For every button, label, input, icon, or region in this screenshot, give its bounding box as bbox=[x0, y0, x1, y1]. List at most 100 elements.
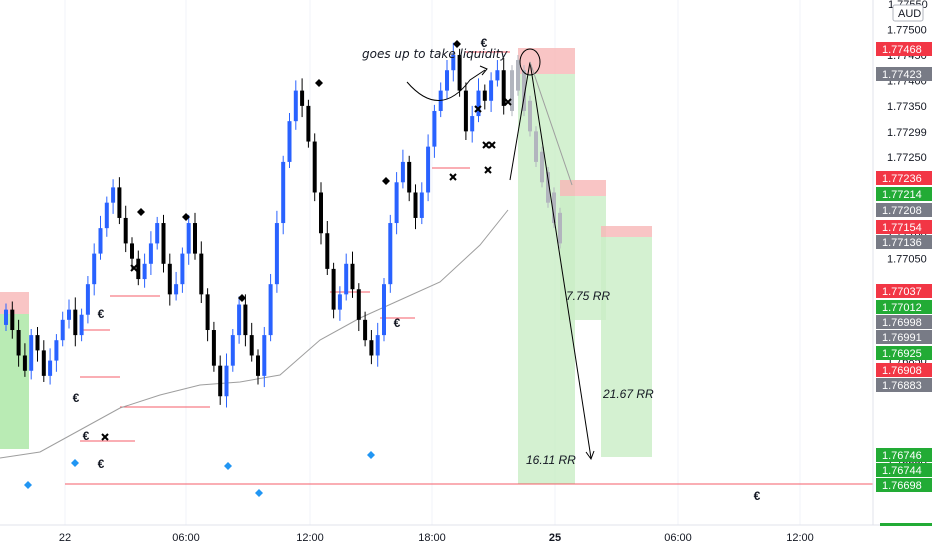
candle bbox=[331, 262, 336, 319]
candle bbox=[174, 271, 179, 301]
candle bbox=[558, 207, 562, 249]
diamond-marker bbox=[137, 208, 145, 216]
svg-text:1.76908: 1.76908 bbox=[882, 365, 922, 377]
trend-line[interactable] bbox=[529, 61, 573, 186]
candle bbox=[325, 221, 330, 276]
candle bbox=[256, 349, 260, 385]
svg-text:1.77208: 1.77208 bbox=[882, 205, 922, 217]
candle bbox=[552, 187, 556, 229]
cross-marker bbox=[449, 173, 457, 181]
candle bbox=[262, 326, 267, 388]
candle bbox=[419, 182, 424, 225]
cross-marker bbox=[482, 141, 490, 149]
trade-zone[interactable] bbox=[518, 48, 575, 74]
price-tag[interactable]: 1.76744 bbox=[876, 463, 932, 477]
trade-zone[interactable] bbox=[0, 314, 29, 449]
price-tag[interactable]: 1.76998 bbox=[876, 315, 932, 329]
diamond-marker bbox=[238, 294, 246, 302]
price-tags: 1.77468 1.77423 1.77236 1.77214 1.77208 1.771… bbox=[876, 42, 932, 492]
time-axis[interactable] bbox=[0, 525, 932, 550]
candle bbox=[180, 247, 185, 293]
cross-marker bbox=[488, 141, 496, 149]
candle bbox=[41, 340, 46, 382]
euro-marker: € bbox=[394, 316, 401, 330]
candle bbox=[445, 60, 449, 100]
price-tag[interactable]: 1.76991 bbox=[876, 330, 932, 344]
annotation-text: goes up to take liquidity bbox=[362, 47, 508, 61]
curved-arrow[interactable] bbox=[406, 69, 486, 101]
projection-arrow[interactable] bbox=[529, 61, 592, 459]
price-tag[interactable]: 1.77214 bbox=[876, 187, 932, 201]
liquidity-circle[interactable] bbox=[519, 48, 541, 76]
currency-label: AUD bbox=[898, 8, 921, 20]
candle bbox=[29, 328, 34, 380]
candle bbox=[104, 196, 109, 237]
candle bbox=[319, 182, 323, 245]
price-tag[interactable]: 1.76746 bbox=[876, 448, 932, 462]
svg-text:1.76883: 1.76883 bbox=[882, 380, 922, 392]
candle bbox=[363, 311, 368, 347]
currency-badge[interactable] bbox=[892, 4, 924, 22]
price-tag[interactable]: 1.77208 bbox=[876, 203, 932, 217]
candle bbox=[211, 321, 216, 372]
time-tick-label: 25 bbox=[549, 532, 561, 544]
price-tick-label: 1.77350 bbox=[887, 101, 927, 113]
candle bbox=[79, 308, 84, 342]
cross-marker bbox=[484, 166, 492, 174]
price-tag[interactable]: 1.77236 bbox=[876, 171, 932, 185]
time-tick-label: 12:00 bbox=[296, 532, 324, 544]
price-tag[interactable]: 1.77468 bbox=[876, 42, 932, 56]
trade-zone[interactable] bbox=[601, 226, 652, 237]
rr-label: 16.11 RR bbox=[526, 453, 576, 467]
candle bbox=[432, 104, 437, 158]
candle bbox=[489, 72, 494, 112]
candle bbox=[67, 299, 71, 329]
candle bbox=[457, 48, 462, 97]
time-tick-label: 12:00 bbox=[786, 532, 814, 544]
candle bbox=[92, 243, 97, 296]
candles bbox=[4, 42, 562, 408]
time-tick-label: 06:00 bbox=[664, 532, 692, 544]
price-tag[interactable]: 1.77012 bbox=[876, 300, 932, 314]
price-tag[interactable]: 1.76883 bbox=[876, 378, 932, 392]
ma-line bbox=[0, 209, 509, 459]
trade-zone[interactable] bbox=[560, 196, 606, 320]
svg-text:1.76998: 1.76998 bbox=[882, 317, 922, 329]
candle bbox=[98, 215, 103, 260]
price-axis[interactable] bbox=[873, 0, 932, 525]
trade-zone[interactable] bbox=[560, 180, 606, 196]
price-tag[interactable]: 1.77037 bbox=[876, 284, 932, 298]
candle bbox=[161, 214, 166, 273]
price-tag[interactable]: 1.77154 bbox=[876, 220, 932, 234]
trade-zones bbox=[0, 48, 652, 484]
candle bbox=[344, 253, 349, 301]
price-tag[interactable]: 1.76925 bbox=[876, 346, 932, 360]
time-ticks: 22 06:00 12:00 18:00 25 06:00 12:00 bbox=[59, 532, 814, 544]
svg-text:1.77012: 1.77012 bbox=[882, 302, 922, 314]
candle bbox=[224, 353, 229, 408]
trade-zone[interactable] bbox=[601, 237, 652, 457]
trend-line[interactable] bbox=[509, 61, 531, 181]
diamond-marker bbox=[382, 177, 390, 185]
cross-marker bbox=[504, 98, 512, 106]
euro-marker: € bbox=[98, 457, 105, 471]
candle bbox=[300, 78, 305, 118]
candle bbox=[243, 294, 248, 347]
price-tag[interactable]: 1.76908 bbox=[876, 363, 932, 377]
candle bbox=[73, 297, 78, 347]
svg-text:1.77037: 1.77037 bbox=[882, 286, 922, 298]
candle bbox=[470, 105, 475, 143]
rr-label: 21.67 RR bbox=[602, 387, 654, 401]
candle bbox=[54, 334, 59, 372]
candle bbox=[413, 184, 418, 230]
price-tag[interactable]: 1.77136 bbox=[876, 235, 932, 249]
trade-zone[interactable] bbox=[0, 292, 29, 314]
candle bbox=[22, 343, 27, 377]
svg-text:1.77423: 1.77423 bbox=[882, 69, 922, 81]
price-tag[interactable]: 1.77423 bbox=[876, 67, 932, 81]
euro-marker: € bbox=[481, 36, 488, 50]
price-tag[interactable]: 1.76698 bbox=[876, 478, 932, 492]
candle bbox=[148, 231, 153, 276]
candle bbox=[394, 172, 399, 235]
